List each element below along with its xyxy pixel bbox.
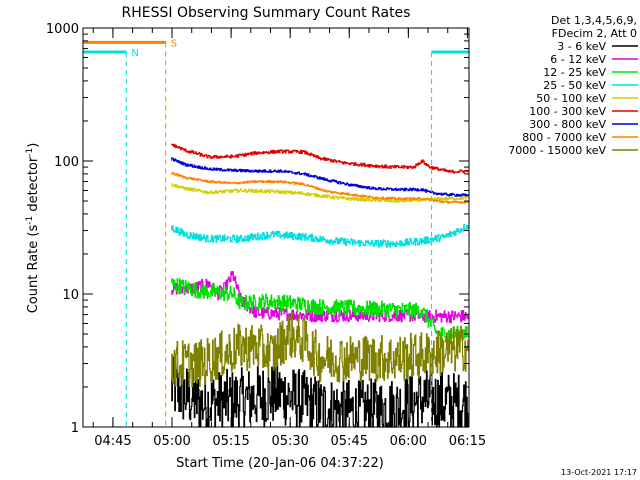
legend-label-300-800-kev: 300 - 800 keV	[529, 118, 606, 131]
legend: Det 1,3,4,5,6,9,FDecim 2, Att 03 - 6 keV…	[508, 14, 638, 157]
y-tick-label: 10	[62, 288, 79, 303]
footer-timestamp: 13-Oct-2021 17:17	[561, 468, 637, 477]
flag-label-n: N	[131, 48, 138, 59]
y-tick-label: 1	[71, 421, 79, 436]
legend-header: FDecim 2, Att 0	[552, 27, 637, 40]
series-line-100-300-kev	[171, 143, 469, 174]
legend-label-25-50-kev: 25 - 50 keV	[543, 79, 606, 92]
flag-label-s: S	[171, 38, 177, 49]
y-tick-label: 100	[54, 155, 79, 170]
y-tick-label: 1000	[46, 22, 79, 37]
axes: 1 10 100 1000 04:45 05:00 05:15 05:30 05:45 06:00…	[46, 22, 486, 449]
legend-label-12-25-kev: 12 - 25 keV	[543, 66, 606, 79]
chart-title: RHESSI Observing Summary Count Rates	[122, 5, 411, 21]
legend-label-800-7000-kev: 800 - 7000 keV	[522, 131, 606, 144]
legend-label-6-12-kev: 6 - 12 keV	[550, 53, 606, 66]
plot-area: SN	[83, 38, 469, 428]
series-line-800-7000-kev	[171, 171, 469, 204]
legend-header: Det 1,3,4,5,6,9,	[551, 14, 637, 27]
x-axis-label: Start Time (20-Jan-06 04:37:22)	[176, 456, 384, 471]
series-line-25-50-kev	[171, 224, 469, 248]
series-line-300-800-kev	[171, 157, 469, 197]
y-axis-label: Count Rate (s-1 detector-1)	[25, 143, 41, 314]
x-tick-label: 06:15	[449, 434, 486, 449]
x-tick-label: 05:00	[153, 434, 190, 449]
plot-frame	[82, 27, 470, 428]
x-tick-label: 05:45	[331, 434, 368, 449]
legend-label-3-6-kev: 3 - 6 keV	[557, 40, 606, 53]
x-tick-label: 05:30	[271, 434, 308, 449]
legend-label-7000-15000-kev: 7000 - 15000 keV	[508, 144, 606, 157]
series-line-12-25-kev	[171, 278, 469, 343]
x-tick-label: 04:45	[94, 434, 131, 449]
legend-label-100-300-kev: 100 - 300 keV	[529, 105, 606, 118]
series-line-50-100-kev	[171, 182, 469, 203]
legend-label-50-100-kev: 50 - 100 keV	[536, 92, 606, 105]
x-tick-label: 06:00	[390, 434, 427, 449]
x-tick-label: 05:15	[212, 434, 249, 449]
series-line-7000-15000-kev	[171, 312, 469, 388]
